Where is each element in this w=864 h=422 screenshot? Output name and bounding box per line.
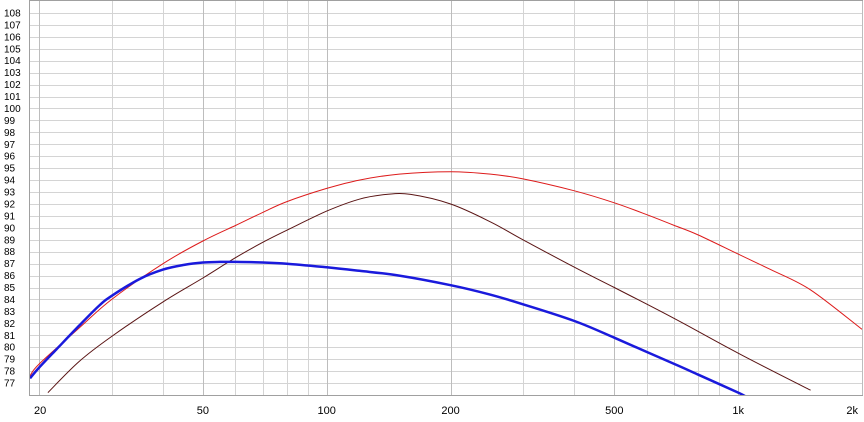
y-tick-label: 80 <box>4 343 16 354</box>
y-tick-label: 81 <box>4 331 16 342</box>
series-line-1 <box>30 171 862 377</box>
y-tick-label: 105 <box>4 44 21 55</box>
y-tick-label: 98 <box>4 128 16 139</box>
y-tick-label: 78 <box>4 367 16 378</box>
y-tick-label: 100 <box>4 104 21 115</box>
y-tick-label: 95 <box>4 164 16 175</box>
x-tick-label: 100 <box>318 405 336 417</box>
y-tick-label: 96 <box>4 152 16 163</box>
x-tick-label: 2k <box>846 405 858 417</box>
x-tick-label: 20 <box>34 405 46 417</box>
y-tick-label: 93 <box>4 188 16 199</box>
y-tick-label: 87 <box>4 259 16 270</box>
series-line-2 <box>47 192 811 393</box>
y-tick-label: 77 <box>4 379 16 390</box>
y-tick-label: 101 <box>4 92 21 103</box>
series-layer <box>30 171 862 395</box>
y-tick-label: 89 <box>4 235 16 246</box>
y-tick-label: 94 <box>4 176 16 187</box>
y-tick-label: 106 <box>4 32 21 43</box>
series-line-3 <box>30 260 746 395</box>
y-tick-label: 83 <box>4 307 16 318</box>
x-tick-label: 1k <box>732 405 744 417</box>
grid <box>30 1 863 395</box>
y-tick-label: 88 <box>4 247 16 258</box>
y-tick-label: 99 <box>4 116 16 127</box>
x-tick-label: 50 <box>197 405 209 417</box>
y-tick-label: 79 <box>4 355 16 366</box>
y-tick-label: 91 <box>4 211 16 222</box>
x-tick-label: 200 <box>441 405 459 417</box>
y-tick-label: 104 <box>4 56 21 67</box>
y-tick-label: 108 <box>4 8 21 19</box>
y-tick-label: 85 <box>4 283 16 294</box>
plot-border <box>29 0 863 396</box>
y-tick-label: 97 <box>4 140 16 151</box>
y-tick-label: 86 <box>4 271 16 282</box>
y-tick-label: 82 <box>4 319 16 330</box>
y-tick-label: 84 <box>4 295 16 306</box>
x-axis-ticks: 20 50 100 200 500 1k 2k <box>34 405 858 417</box>
y-tick-label: 90 <box>4 223 16 234</box>
x-tick-label: 500 <box>605 405 623 417</box>
y-tick-label: 102 <box>4 80 21 91</box>
y-axis-ticks: 7778798081828384858687888990919293949596… <box>4 8 21 389</box>
y-tick-label: 107 <box>4 20 21 31</box>
y-tick-label: 92 <box>4 199 16 210</box>
y-tick-label: 103 <box>4 68 21 79</box>
